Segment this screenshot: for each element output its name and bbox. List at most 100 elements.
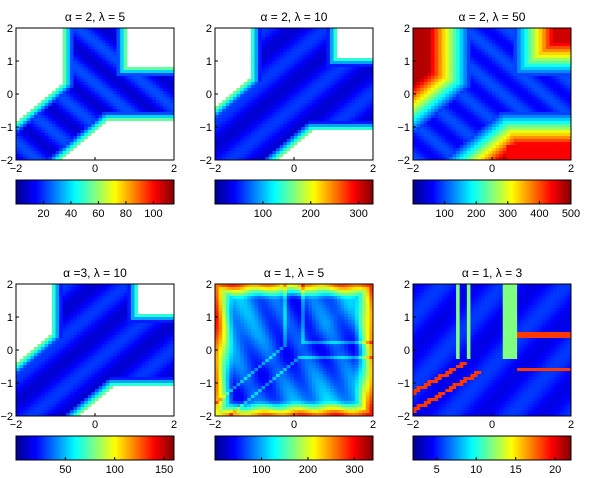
- heatmap-cell: [261, 70, 266, 74]
- heatmap-cell: [286, 106, 291, 110]
- heatmap-cell: [470, 106, 475, 110]
- heatmap-cell: [434, 112, 439, 116]
- heatmap-cell: [329, 82, 334, 86]
- heatmap-cell: [430, 40, 435, 44]
- heatmap-cell: [254, 130, 259, 134]
- heatmap-cell: [488, 91, 493, 95]
- heatmap-cell: [247, 40, 252, 44]
- heatmap-cell: [355, 157, 360, 161]
- heatmap-cell: [427, 148, 432, 152]
- heatmap-cell: [448, 85, 453, 89]
- heatmap-cell: [304, 130, 309, 134]
- heatmap-cell: [130, 37, 135, 41]
- heatmap-cell: [152, 28, 157, 32]
- heatmap-cell: [420, 28, 425, 32]
- heatmap-cell: [218, 94, 223, 98]
- heatmap-cell: [311, 73, 316, 77]
- heatmap-cell: [445, 145, 450, 149]
- heatmap-cell: [37, 91, 42, 95]
- heatmap-cell: [138, 88, 143, 92]
- heatmap-cell: [319, 76, 324, 80]
- heatmap-cell: [481, 43, 486, 47]
- heatmap-cell: [87, 40, 92, 44]
- heatmap-cell: [329, 76, 334, 80]
- heatmap-cell: [37, 145, 42, 149]
- heatmap-cell: [445, 100, 450, 104]
- heatmap-cell: [261, 130, 266, 134]
- heatmap-cell: [445, 40, 450, 44]
- heatmap-cell: [120, 49, 125, 53]
- heatmap-cell: [488, 52, 493, 56]
- heatmap-cell: [420, 64, 425, 68]
- heatmap-cell: [120, 58, 125, 62]
- heatmap-cell: [413, 46, 417, 50]
- heatmap-cell: [445, 112, 450, 116]
- heatmap-cell: [495, 112, 500, 116]
- heatmap-cell: [87, 46, 92, 50]
- heatmap-cell: [265, 58, 270, 62]
- heatmap-cell: [445, 76, 450, 80]
- heatmap-cell: [344, 118, 349, 122]
- heatmap-cell: [141, 115, 146, 119]
- heatmap-cell: [138, 118, 143, 122]
- heatmap-cell: [222, 118, 227, 122]
- heatmap-cell: [159, 52, 164, 56]
- heatmap-cell: [369, 130, 374, 134]
- heatmap-cell: [463, 85, 468, 89]
- heatmap-cell: [127, 76, 132, 80]
- heatmap-cell: [484, 85, 489, 89]
- heatmap-cell: [98, 31, 103, 35]
- heatmap-cell: [254, 67, 259, 71]
- heatmap-cell: [26, 136, 31, 140]
- heatmap-cell: [261, 136, 266, 140]
- heatmap-cell: [16, 55, 20, 59]
- heatmap-cell: [156, 124, 161, 128]
- heatmap-cell: [222, 136, 227, 140]
- heatmap-cell: [261, 91, 266, 95]
- heatmap-cell: [16, 148, 20, 152]
- heatmap-cell: [141, 49, 146, 53]
- heatmap-cell: [333, 82, 338, 86]
- heatmap-cell: [445, 157, 450, 161]
- heatmap-cell: [322, 37, 327, 41]
- heatmap-cell: [134, 55, 139, 59]
- heatmap-cell: [481, 76, 486, 80]
- heatmap-cell: [441, 121, 446, 125]
- heatmap-cell: [62, 46, 67, 50]
- heatmap-cell: [170, 85, 175, 89]
- heatmap-cell: [254, 79, 259, 83]
- heatmap-cell: [215, 76, 219, 80]
- heatmap-cell: [105, 85, 110, 89]
- heatmap-cell: [59, 148, 64, 152]
- heatmap-cell: [495, 31, 500, 35]
- heatmap-cell: [44, 109, 49, 113]
- heatmap-cell: [365, 148, 370, 152]
- heatmap-cell: [488, 127, 493, 131]
- heatmap-cell: [240, 67, 245, 71]
- heatmap-cell: [236, 121, 241, 125]
- heatmap-cell: [326, 43, 331, 47]
- heatmap-cell: [30, 85, 35, 89]
- heatmap-cell: [319, 145, 324, 149]
- heatmap-cell: [80, 37, 85, 41]
- heatmap-cell: [448, 139, 453, 143]
- heatmap-cell: [333, 91, 338, 95]
- heatmap-cell: [112, 49, 117, 53]
- heatmap-cell: [229, 97, 234, 101]
- heatmap-cell: [358, 151, 363, 155]
- heatmap-cell: [16, 151, 20, 155]
- heatmap-cell: [127, 58, 132, 62]
- heatmap-cell: [283, 52, 288, 56]
- heatmap-cell: [308, 88, 313, 92]
- heatmap-cell: [362, 31, 367, 35]
- heatmap-cell: [301, 31, 306, 35]
- heatmap-cell: [261, 49, 266, 53]
- heatmap-cell: [423, 49, 428, 53]
- heatmap-cell: [438, 121, 443, 125]
- heatmap-cell: [297, 100, 302, 104]
- heatmap-cell: [232, 118, 237, 122]
- heatmap-cell: [232, 43, 237, 47]
- heatmap-cell: [279, 97, 284, 101]
- heatmap-cell: [26, 151, 31, 155]
- heatmap-cell: [416, 76, 421, 80]
